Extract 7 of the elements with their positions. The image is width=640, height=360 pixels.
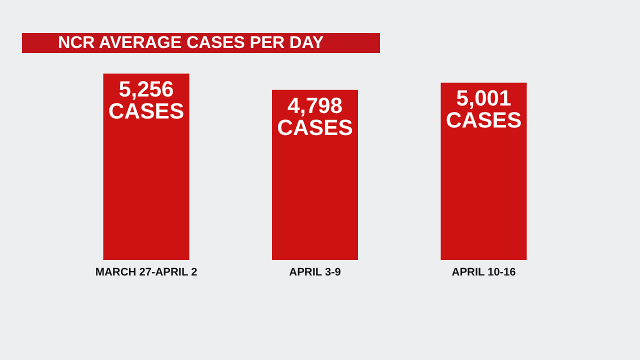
data-label: 5,256 CASES	[108, 76, 184, 124]
chart-title: NCR AVERAGE CASES PER DAY	[22, 33, 380, 53]
x-tick-label: MARCH 27-APRIL 2	[95, 266, 198, 278]
x-tick-label: APRIL 10-16	[452, 266, 516, 278]
data-label: 5,001 CASES	[446, 86, 522, 133]
x-tick-label: APRIL 3-9	[289, 266, 341, 278]
data-label: 4,798 CASES	[277, 92, 353, 140]
